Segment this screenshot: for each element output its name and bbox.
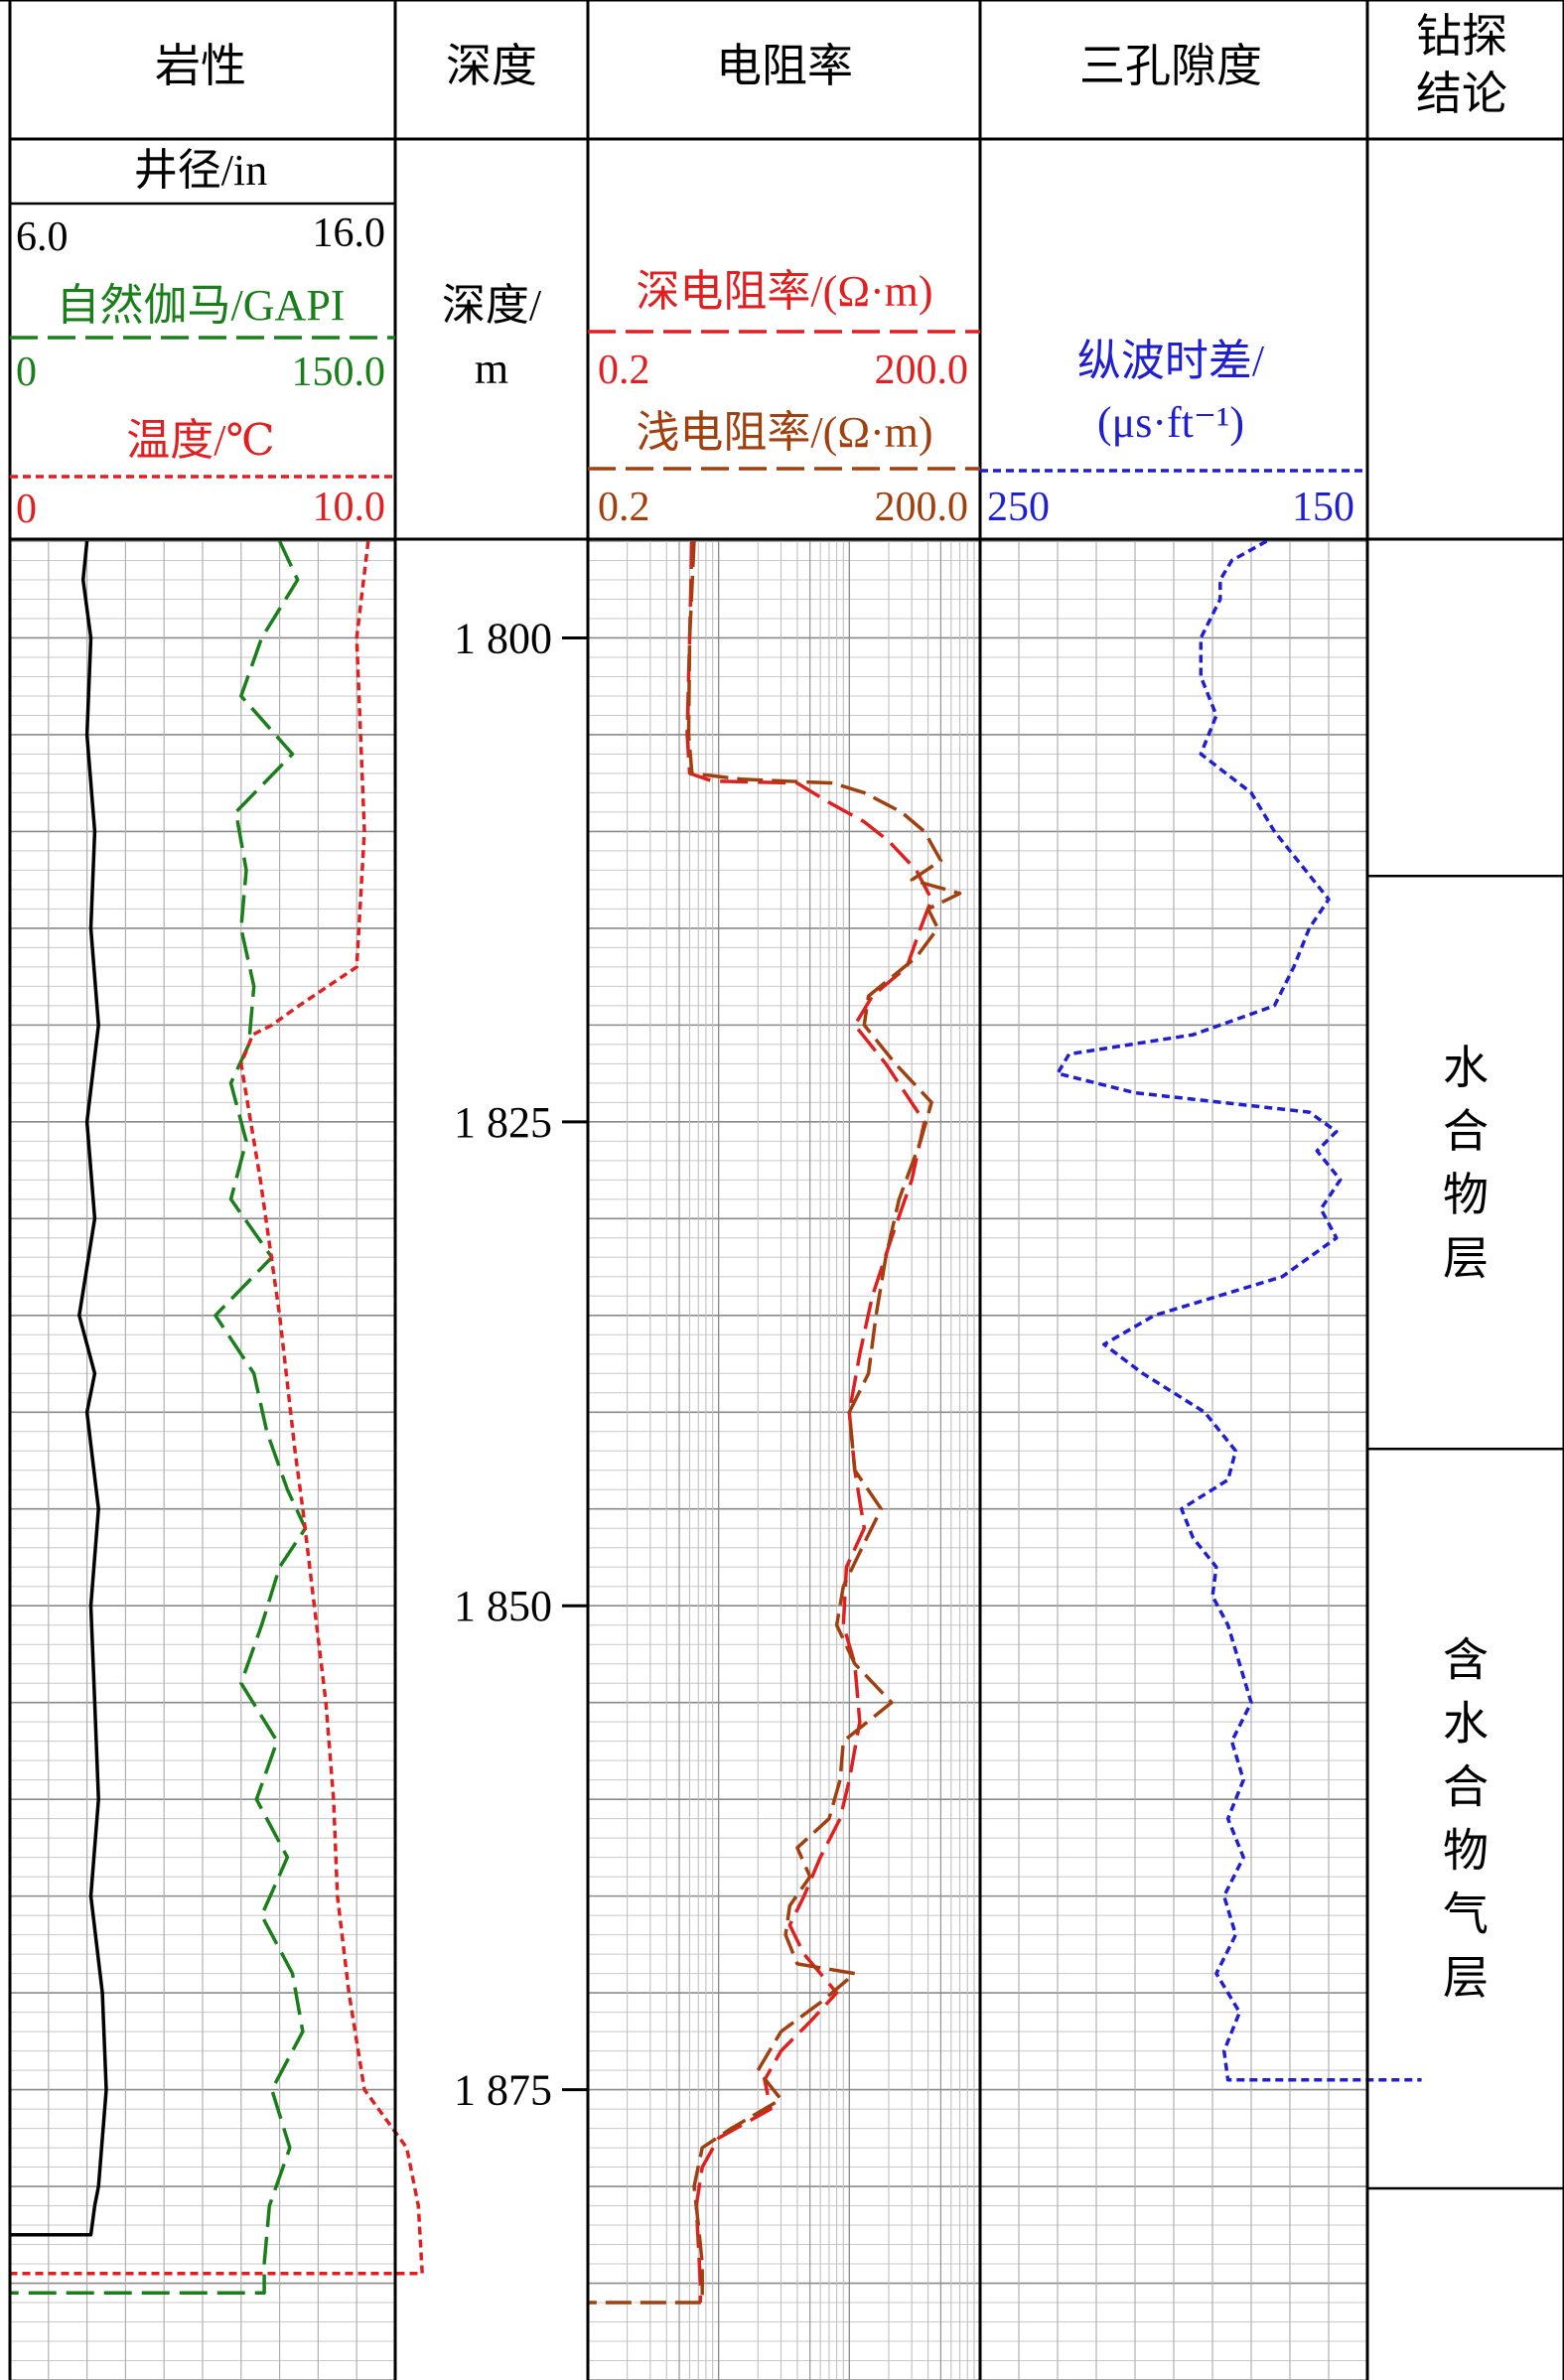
temperature-min: 0 bbox=[16, 487, 37, 532]
conclusion-char: 层 bbox=[1443, 1233, 1489, 1284]
caliper-max: 16.0 bbox=[313, 210, 386, 256]
depth-tick-label: 1 875 bbox=[454, 2066, 552, 2115]
gamma-label: 自然伽马/GAPI bbox=[57, 281, 346, 330]
column-title-conclusion-line2: 结论 bbox=[1416, 69, 1507, 119]
depth-tick-label: 1 800 bbox=[454, 614, 552, 662]
depth-unit-label: 深度/ bbox=[442, 281, 542, 330]
caliper-curve bbox=[10, 540, 108, 2237]
conclusion-char: 水 bbox=[1443, 1699, 1489, 1750]
shallow-res-min: 0.2 bbox=[598, 485, 650, 530]
gamma-min: 0 bbox=[16, 350, 37, 395]
depth-ticks: 1 800 1 825 1 850 1 875 bbox=[454, 614, 588, 2115]
conclusion-char: 层 bbox=[1443, 1953, 1489, 2004]
sonic-label-line2: (μs·ft⁻¹) bbox=[1097, 398, 1244, 447]
caliper-label: 井径/in bbox=[134, 146, 267, 195]
log-curves bbox=[10, 539, 1422, 2305]
depth-tick-label: 1 825 bbox=[454, 1098, 552, 1147]
column-title-lithology: 岩性 bbox=[155, 41, 246, 91]
shallow-res-max: 200.0 bbox=[875, 485, 969, 530]
gamma-curve bbox=[10, 540, 308, 2296]
conclusion-char: 水 bbox=[1443, 1043, 1489, 1093]
conclusion-char: 合 bbox=[1443, 1106, 1489, 1157]
deep-resistivity-curve bbox=[685, 540, 933, 2303]
temperature-max: 10.0 bbox=[313, 485, 386, 530]
column-title-resistivity: 电阻率 bbox=[716, 41, 853, 91]
conclusion-char: 气 bbox=[1443, 1890, 1489, 1940]
sonic-min: 250 bbox=[987, 485, 1050, 530]
chart-grid bbox=[10, 540, 1367, 2380]
caliper-min: 6.0 bbox=[16, 214, 69, 260]
sonic-max: 150 bbox=[1292, 485, 1354, 530]
temperature-label: 温度/℃ bbox=[126, 416, 274, 465]
temperature-curve bbox=[10, 540, 424, 2276]
shallow-res-label: 浅电阻率/(Ω·m) bbox=[636, 408, 932, 457]
deep-res-min: 0.2 bbox=[598, 348, 650, 393]
shallow-resistivity-curve bbox=[588, 540, 962, 2305]
conclusion-char: 物 bbox=[1443, 1170, 1489, 1220]
depth-unit-label-line2: m bbox=[475, 345, 508, 393]
gamma-max: 150.0 bbox=[292, 350, 386, 395]
column-title-porosity: 三孔隙度 bbox=[1079, 41, 1262, 91]
sonic-label: 纵波时差/ bbox=[1077, 337, 1265, 385]
column-title-conclusion: 钻探 bbox=[1416, 11, 1507, 62]
conclusion-char: 合 bbox=[1443, 1762, 1489, 1813]
conclusion-char: 物 bbox=[1443, 1826, 1489, 1877]
column-title-depth: 深度 bbox=[446, 41, 537, 91]
conclusion-char: 含 bbox=[1443, 1635, 1489, 1686]
depth-tick-label: 1 850 bbox=[454, 1582, 552, 1630]
deep-res-label: 深电阻率/(Ω·m) bbox=[636, 267, 932, 316]
deep-res-max: 200.0 bbox=[875, 348, 969, 393]
